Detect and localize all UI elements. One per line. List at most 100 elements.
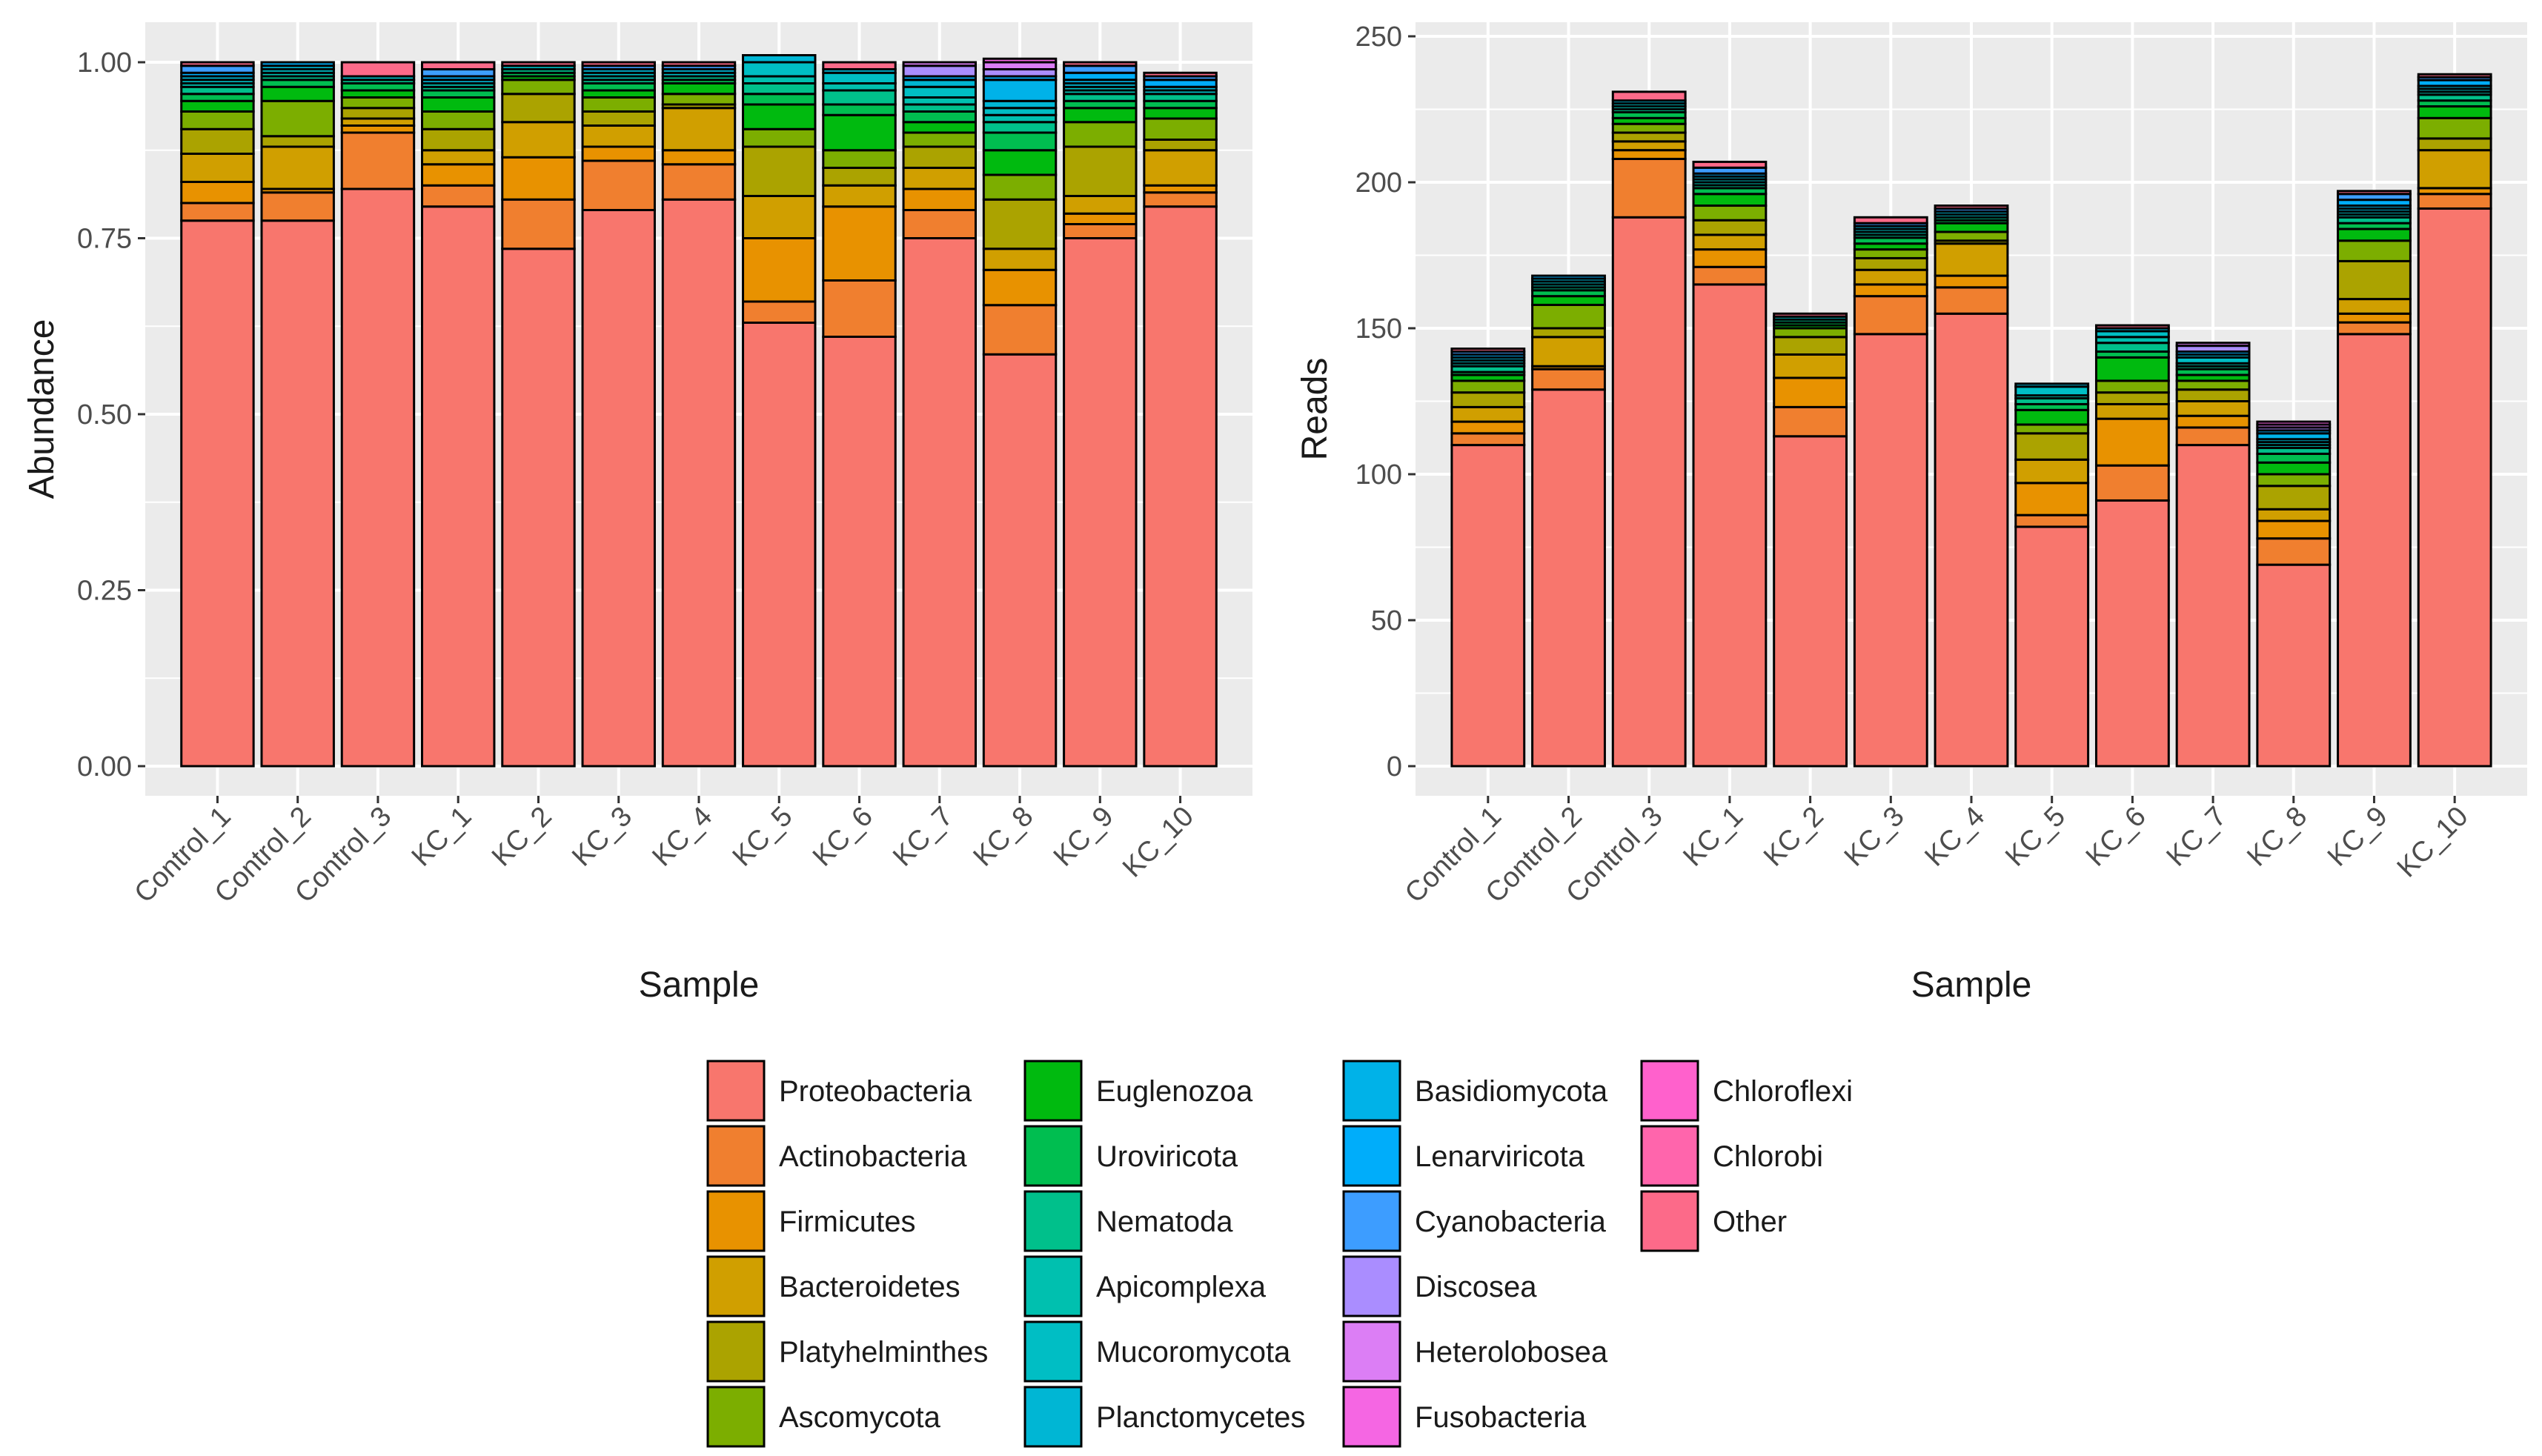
bar-segment-Control_3-Platyhelminthes (340, 107, 416, 120)
bar-segment-KC_9-Ascomycota (1063, 121, 1138, 148)
bar-segment-KC_1-Euglenozoa (1692, 193, 1768, 207)
bar-segment-Control_2-Ascomycota (260, 99, 335, 138)
bar-segment-KC_9-Bacteroidetes (2337, 298, 2412, 315)
bar-segment-KC_6-Nematoda (2094, 342, 2170, 353)
bar-segment-KC_8-Bacteroidetes (982, 247, 1058, 271)
bar-segment-KC_7-Ascomycota (2175, 379, 2251, 391)
bar-segment-Control_1-Firmicutes (1450, 420, 1526, 435)
bar-segment-KC_8-Proteobacteria (2256, 563, 2332, 768)
bar-segment-Control_1-Firmicutes (180, 181, 255, 205)
bar-segment-KC_4-Actinobacteria (661, 163, 737, 201)
bar-segment-KC_6-Nematoda (822, 89, 897, 106)
bar-segment-KC_5-Euglenozoa (742, 103, 817, 130)
bar-segment-KC_6-Ascomycota (2094, 379, 2170, 394)
bar-segment-KC_9-Proteobacteria (2337, 333, 2412, 768)
legend-label-Discosea: Discosea (1415, 1271, 1537, 1303)
bar-segment-KC_4-Bacteroidetes (661, 107, 737, 152)
bar-segment-KC_8-Euglenozoa (982, 149, 1058, 176)
bar-segment-KC_1-Bacteroidetes (1692, 233, 1768, 251)
bar-segment-Control_1-Actinobacteria (1450, 432, 1526, 447)
bar-segment-Control_3-Proteobacteria (340, 187, 416, 768)
bar-segment-KC_8-Nematoda (982, 121, 1058, 134)
bar-segment-Control_1-Platyhelminthes (180, 127, 255, 155)
bar-segment-KC_10-Proteobacteria (1143, 205, 1218, 768)
legend-key-Platyhelminthes (706, 1320, 766, 1383)
bar-segment-KC_5-Actinobacteria (742, 300, 817, 324)
bar-segment-Control_1-Bacteroidetes (1450, 405, 1526, 423)
bar-segment-KC_10-Ascomycota (2417, 116, 2492, 140)
bar-segment-KC_6-Other (822, 61, 897, 70)
bar-segment-KC_5-Platyhelminthes (742, 145, 817, 197)
legend-label-Ascomycota: Ascomycota (779, 1401, 941, 1434)
bar-segment-KC_8-Uroviricota (2256, 452, 2332, 464)
bar-segment-Control_1-Euglenozoa (180, 99, 255, 113)
bar-segment-KC_9-Firmicutes (1063, 212, 1138, 225)
bar-segment-KC_3-Proteobacteria (1853, 333, 1928, 768)
bar-segment-KC_4-Euglenozoa (661, 82, 737, 96)
bar-segment-KC_2-Ascomycota (1773, 327, 1848, 339)
legend-key-Mucoromycota (1023, 1320, 1083, 1383)
bar-segment-KC_10-Platyhelminthes (2417, 137, 2492, 152)
bar-segment-KC_1-Other (1692, 160, 1768, 169)
bar-segment-KC_8-Uroviricota (982, 131, 1058, 152)
legend-key-Actinobacteria (706, 1125, 766, 1187)
bar-segment-Control_2-Lenarviricota (1531, 274, 1606, 280)
bar-segment-Control_2-Proteobacteria (260, 219, 335, 768)
bar-segment-KC_8-Fusobacteria (2256, 420, 2332, 426)
bar-segment-KC_6-Actinobacteria (2094, 464, 2170, 502)
bar-segment-Control_3-Actinobacteria (340, 131, 416, 190)
bar-segment-Control_3-Ascomycota (340, 96, 416, 110)
bar-segment-KC_1-Euglenozoa (421, 96, 496, 113)
bar-segment-KC_9-Actinobacteria (2337, 321, 2412, 336)
bar-segment-KC_7-Proteobacteria (2175, 444, 2251, 768)
bar-segment-KC_10-Other (2417, 73, 2492, 79)
bar-segment-KC_6-Bacteroidetes (2094, 402, 2170, 420)
y-tick-label: 50 (1371, 605, 1402, 636)
bar-segment-KC_4-Other (1934, 205, 2009, 210)
bar-segment-KC_5-Platyhelminthes (2014, 432, 2090, 461)
bar-segment-Control_2-Euglenozoa (1531, 295, 1606, 306)
bar-segment-KC_2-Other (1773, 312, 1848, 318)
bar-segment-Control_3-Bacteroidetes (1611, 140, 1687, 152)
legend-label-Platyhelminthes: Platyhelminthes (779, 1336, 988, 1369)
bar-segment-KC_4-Proteobacteria (661, 198, 737, 768)
bar-segment-KC_8-Euglenozoa (2256, 461, 2332, 476)
bar-segment-KC_10-Bacteroidetes (2417, 149, 2492, 190)
bar-segment-KC_6-Ascomycota (822, 149, 897, 169)
bar-segment-KC_8-Firmicutes (982, 268, 1058, 307)
bar-segment-KC_7-Uroviricota (902, 110, 977, 124)
legend-key-Other (1640, 1190, 1699, 1252)
legend-key-Bacteroidetes (706, 1255, 766, 1317)
legend-key-Apicomplexa (1023, 1255, 1083, 1317)
y-tick-label: 0.50 (77, 399, 132, 431)
bar-segment-Control_3-Platyhelminthes (1611, 131, 1687, 143)
bar-segment-KC_6-Other (2094, 324, 2170, 330)
bar-segment-KC_2-Actinobacteria (501, 198, 576, 250)
bar-segment-KC_6-Euglenozoa (2094, 356, 2170, 382)
legend-label-Firmicutes: Firmicutes (779, 1206, 915, 1238)
bar-segment-KC_8-Fusobacteria (982, 57, 1058, 64)
bar-segment-KC_2-Platyhelminthes (501, 93, 576, 124)
bar-segment-KC_5-Mucoromycota (742, 61, 817, 78)
legend-label-Proteobacteria: Proteobacteria (779, 1075, 972, 1108)
bar-segment-KC_5-Planctomycetes (742, 54, 817, 64)
legend-key-Chlorobi (1640, 1125, 1699, 1187)
bar-segment-KC_1-Bacteroidetes (421, 149, 496, 166)
y-tick-label: 150 (1355, 313, 1402, 345)
bar-segment-KC_1-Other (421, 61, 496, 70)
bar-segment-KC_7-Firmicutes (902, 187, 977, 211)
y-tick-label: 0 (1387, 751, 1402, 782)
bar-segment-KC_7-Bacteroidetes (902, 167, 977, 190)
bar-segment-KC_6-Proteobacteria (2094, 499, 2170, 768)
bar-segment-Control_2-Bacteroidetes (260, 145, 335, 190)
legend: Proteobacteria Actinobacteria Firmicutes Ba… (706, 1060, 1853, 1448)
bar-segment-KC_6-Firmicutes (2094, 417, 2170, 467)
bar-segment-KC_5-Proteobacteria (742, 322, 817, 768)
bar-segment-KC_7-Firmicutes (2175, 414, 2251, 429)
bar-segment-KC_3-Ascomycota (581, 96, 656, 113)
bar-segment-KC_2-Proteobacteria (1773, 435, 1848, 768)
bar-segment-KC_1-Platyhelminthes (1692, 219, 1768, 236)
bar-segment-KC_1-Actinobacteria (421, 184, 496, 208)
